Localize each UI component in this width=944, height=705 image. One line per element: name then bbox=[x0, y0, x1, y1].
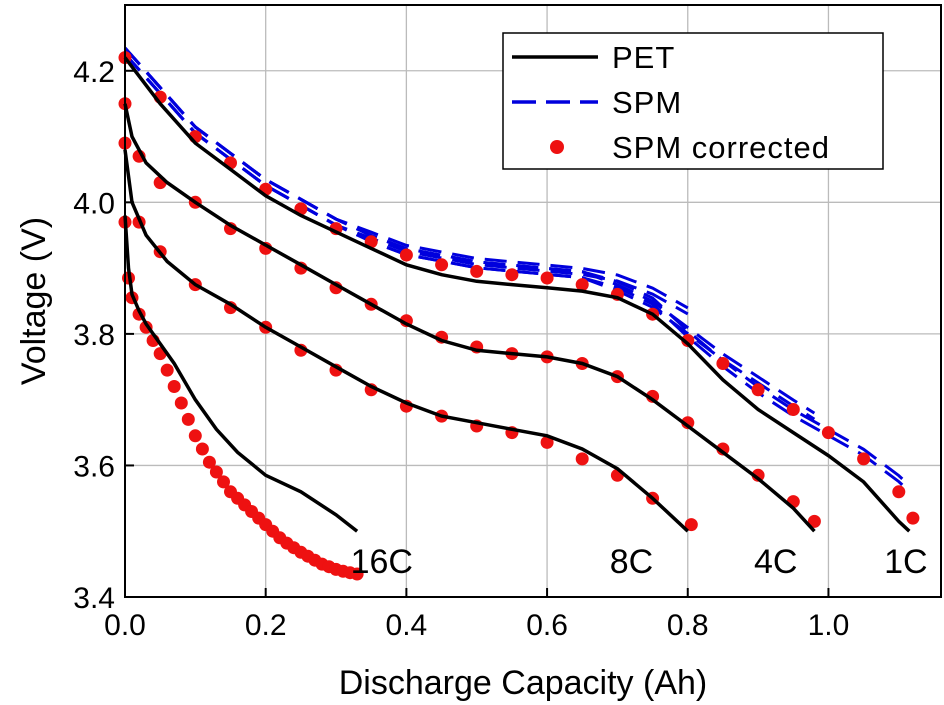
y-tick-label: 4.2 bbox=[73, 56, 115, 89]
curve-16C bbox=[123, 47, 358, 237]
corrected-points-16C bbox=[118, 215, 364, 581]
corrected-points-1C bbox=[118, 51, 920, 525]
legend-spm-corrected-marker bbox=[550, 140, 564, 154]
spm-corrected-point bbox=[202, 455, 216, 469]
spm-corrected-point bbox=[751, 383, 765, 397]
spm-corrected-point bbox=[167, 380, 181, 393]
series bbox=[118, 47, 920, 581]
y-tick-label: 3.4 bbox=[73, 582, 115, 615]
rate-label-4C: 4C bbox=[754, 543, 797, 581]
legend-spm-label: SPM bbox=[612, 85, 682, 120]
spm-line-16C bbox=[123, 53, 358, 237]
x-tick-label: 1.0 bbox=[808, 609, 850, 642]
spm-corrected-point bbox=[807, 514, 821, 528]
spm-corrected-point bbox=[350, 567, 364, 581]
spm-corrected-point bbox=[209, 465, 223, 479]
spm-corrected-point bbox=[575, 278, 589, 292]
spm-corrected-point bbox=[716, 442, 730, 456]
spm-corrected-point bbox=[681, 416, 695, 430]
spm-corrected-point bbox=[540, 271, 554, 285]
pet-line-1C bbox=[123, 56, 911, 533]
x-tick-label: 0.6 bbox=[526, 609, 568, 642]
spm-corrected-point bbox=[821, 426, 835, 440]
axis-ticks: 0.0 0.2 0.4 0.6 0.8 1.0 3.4 3.6 3.8 4.0 4.2 bbox=[73, 56, 849, 642]
spm-corrected-point bbox=[217, 475, 230, 489]
spm-corrected-point bbox=[786, 403, 800, 416]
pet-line-16C bbox=[123, 215, 359, 533]
y-tick-label: 3.8 bbox=[73, 319, 115, 352]
x-axis-title: Discharge Capacity (Ah) bbox=[339, 664, 707, 702]
spm-corrected-point bbox=[470, 264, 484, 278]
spm-corrected-point bbox=[716, 357, 730, 370]
spm-corrected-point bbox=[751, 468, 765, 482]
rate-labels: 16C 8C 4C 1C bbox=[351, 543, 928, 581]
x-tick-label: 0.8 bbox=[667, 609, 709, 642]
rate-label-1C: 1C bbox=[884, 543, 927, 581]
curve-4C bbox=[123, 47, 816, 421]
spm-corrected-point bbox=[174, 396, 188, 410]
spm-corrected-point bbox=[540, 435, 554, 449]
y-tick-label: 3.6 bbox=[73, 450, 115, 483]
spm-corrected-point bbox=[575, 452, 589, 466]
x-tick-label: 0.2 bbox=[245, 609, 287, 642]
spm-corrected-point bbox=[195, 442, 209, 456]
plot-frame bbox=[124, 4, 942, 598]
x-tick-label: 0.0 bbox=[104, 609, 146, 642]
y-tick-label: 4.0 bbox=[73, 187, 115, 220]
spm-corrected-point bbox=[160, 363, 174, 377]
spm-corrected-point bbox=[857, 452, 871, 466]
x-tick-label: 0.4 bbox=[386, 609, 428, 642]
spm-corrected-point bbox=[188, 429, 202, 443]
legend-pet-label: PET bbox=[612, 40, 675, 75]
y-axis-title: Voltage (V) bbox=[15, 217, 53, 385]
legend-spm-corrected-label: SPM corrected bbox=[612, 130, 830, 165]
spm-line-16C bbox=[123, 47, 358, 231]
spm-corrected-point bbox=[435, 258, 449, 272]
rate-label-16C: 16C bbox=[351, 543, 413, 581]
spm-corrected-point bbox=[399, 248, 413, 262]
spm-corrected-point bbox=[681, 334, 695, 347]
spm-corrected-point bbox=[684, 518, 698, 532]
spm-corrected-point bbox=[505, 268, 519, 282]
rate-label-8C: 8C bbox=[610, 543, 653, 581]
spm-corrected-point bbox=[906, 511, 920, 525]
pet-line-4C bbox=[123, 103, 816, 533]
pet-line-8C bbox=[123, 149, 689, 533]
spm-line-4C bbox=[123, 53, 816, 421]
spm-corrected-point bbox=[892, 485, 906, 499]
legend: PET SPM SPM corrected bbox=[502, 32, 884, 170]
spm-line-4C bbox=[123, 47, 816, 415]
spm-corrected-point bbox=[181, 412, 195, 426]
